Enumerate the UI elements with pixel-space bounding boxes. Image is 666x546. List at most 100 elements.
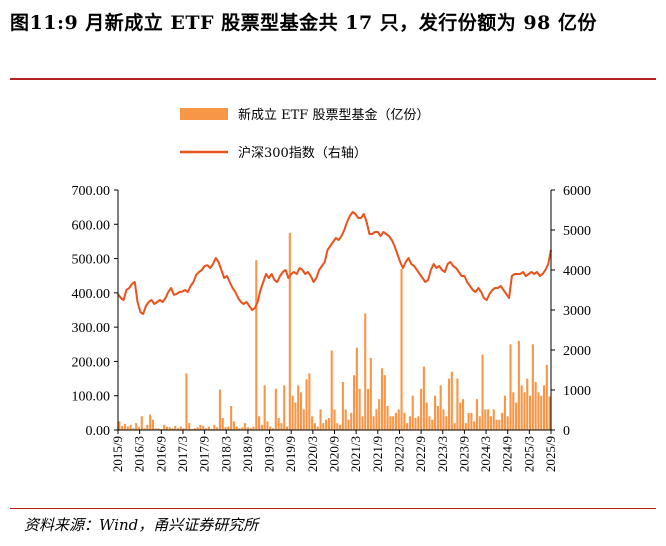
bar (294, 402, 297, 430)
x-tick-label: 2016/9 (153, 436, 168, 472)
bar (118, 421, 121, 430)
hs300-line (117, 211, 552, 315)
bar (151, 419, 154, 430)
bar (319, 409, 322, 430)
bar (280, 423, 283, 430)
x-tick-label: 2020/9 (327, 436, 342, 472)
bar (400, 268, 403, 430)
bar (327, 418, 330, 430)
x-tick-label: 2020/3 (305, 436, 320, 472)
bar (364, 313, 367, 430)
title-rule (10, 78, 656, 80)
x-tick-label: 2023/3 (435, 436, 450, 472)
bar (157, 428, 160, 430)
bar (299, 392, 303, 430)
right-tick-label: 3000 (563, 304, 591, 319)
bar (414, 418, 417, 430)
bar (464, 423, 467, 430)
bar (313, 423, 316, 430)
bar (495, 419, 498, 430)
bar (339, 424, 342, 430)
bar (403, 412, 406, 430)
bar (422, 366, 425, 430)
bar (230, 406, 233, 430)
bar (509, 344, 512, 430)
bar (274, 388, 277, 430)
bar (537, 392, 540, 430)
bar (411, 395, 414, 430)
bar (179, 426, 182, 430)
x-tick-label: 2025/3 (521, 436, 536, 472)
bar (333, 409, 336, 430)
bar (149, 414, 152, 430)
bar (322, 423, 325, 430)
bar (526, 378, 529, 430)
bar (484, 409, 487, 430)
bar (456, 378, 459, 430)
bar (277, 418, 280, 430)
bar (283, 385, 286, 430)
bar (447, 378, 451, 430)
bar (341, 382, 344, 430)
bar (534, 382, 537, 430)
bar (459, 402, 462, 430)
bar (202, 425, 205, 430)
x-tick-label: 2024/3 (478, 436, 493, 472)
bar (489, 416, 492, 430)
bar (238, 428, 241, 430)
chart: 新成立 ETF 股票型基金（亿份） 沪深300指数（右轴） 0.00 100.00 2… (72, 107, 592, 472)
bar (249, 428, 252, 430)
bar (369, 358, 372, 430)
bar (425, 402, 428, 430)
bar (450, 371, 453, 430)
bar (347, 419, 350, 430)
line-series (117, 211, 552, 315)
bar (517, 340, 520, 430)
bar (221, 418, 224, 430)
bar (545, 364, 548, 430)
bar (467, 412, 470, 430)
bar (431, 419, 434, 430)
left-tick-label: 100.00 (72, 390, 111, 405)
bar (531, 344, 534, 430)
left-tick-label: 200.00 (72, 355, 111, 370)
bar (406, 423, 409, 430)
bar (126, 426, 129, 430)
left-tick-label: 700.00 (72, 184, 111, 199)
bar (182, 428, 185, 430)
bar (190, 428, 194, 430)
right-tick-label: 6000 (563, 184, 591, 199)
bar (481, 354, 484, 430)
bar (165, 426, 168, 430)
bar (143, 428, 146, 430)
bar (207, 426, 210, 430)
bar (210, 428, 213, 430)
bar (232, 421, 235, 430)
x-tick-label: 2017/3 (175, 436, 190, 472)
bar (146, 424, 149, 430)
left-tick-label: 0.00 (86, 424, 111, 439)
bar (344, 409, 347, 430)
bar (408, 416, 411, 430)
bar (353, 375, 356, 430)
bar (392, 416, 395, 430)
bar (168, 427, 171, 430)
bar (260, 424, 263, 430)
bar (372, 416, 375, 430)
bar (515, 402, 518, 430)
bar (361, 416, 364, 430)
bar (244, 423, 247, 430)
bar (492, 409, 495, 430)
bar (461, 399, 465, 430)
bar (199, 424, 202, 430)
x-tick-label: 2018/9 (240, 436, 255, 472)
bar (188, 423, 191, 430)
left-tick-label: 600.00 (72, 218, 111, 233)
x-tick-label: 2023/9 (456, 436, 471, 472)
bar (487, 409, 490, 430)
bar (316, 426, 319, 430)
bar (129, 424, 132, 430)
x-tick-label: 2025/9 (543, 436, 558, 472)
right-tick-label: 4000 (563, 264, 591, 279)
right-tick-label: 5000 (563, 224, 591, 239)
